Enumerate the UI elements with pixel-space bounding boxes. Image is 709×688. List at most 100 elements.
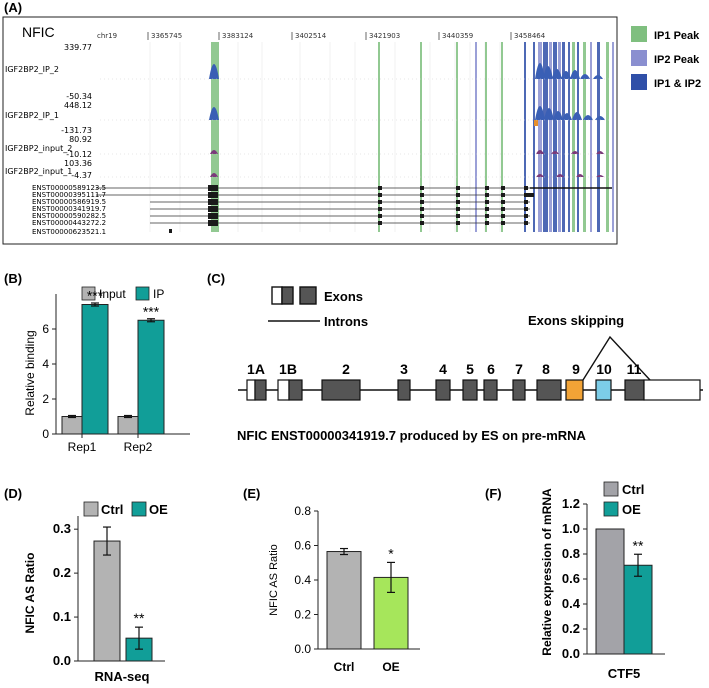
legend-label-ip: IP [153,287,164,301]
transcript-exon [378,186,382,190]
peak-lane [501,42,503,232]
chart-f-plot: 0.0 0.2 0.4 0.6 0.8 1.0 1.2 ** CTF5 [562,496,665,681]
legend-label-oe: OE [149,502,168,517]
coord-label: 3458464 [514,32,546,40]
transcript-exon [501,186,505,190]
chart-d-ylabel: NFIC AS Ratio [23,553,37,634]
chart-d-x-label: RNA-seq [95,669,150,684]
exon-11 [624,379,645,401]
track-name: IGF2BP2_IP_2 [5,65,59,74]
exon-number: 4 [439,361,447,377]
exon-1b [288,379,303,401]
transcript-exon [208,199,218,205]
track-name: IGF2BP2_input_2 [5,144,72,153]
peak-lane [456,42,458,232]
peak-lane [558,42,561,232]
coverage-tracks [100,63,612,178]
peak-lane [597,42,600,232]
coverage-peak [562,113,572,120]
transcript-exon [456,193,460,197]
legend-swatch-ip1 [631,26,647,42]
transcript-exon [456,200,460,204]
legend-swatch-oe [603,501,619,517]
chart-e-plot: 0.0 0.2 0.4 0.6 0.8 Ctrl OE * [294,504,420,674]
transcript-exon [501,200,505,204]
legend-swatch-ip [135,286,150,301]
track-scale-max: 448.12 [64,101,92,110]
transcript-name: ENST00000395111.7 [32,191,106,199]
exon-number: 3 [400,361,408,377]
peak-lane [475,42,477,232]
coord-label: 3440359 [442,32,473,40]
legend-introns-label: Introns [324,314,368,329]
peak-lane [211,42,219,232]
legend-exon-box [299,286,317,305]
peak-lane [533,42,535,232]
chart-f-x-label: CTF5 [608,666,641,681]
transcript-exon [420,214,424,218]
exon-number: 11 [627,361,642,377]
track-scale-max: 339.77 [64,43,92,52]
transcript-exon [420,193,424,197]
transcript-exon [501,193,505,197]
track-names: IGF2BP2_IP_2 IGF2BP2_IP_1 IGF2BP2_input_… [5,65,72,176]
chart-b-y-tick-label: 6 [42,322,49,336]
peak-lane [590,42,592,232]
coord-label: 3365745 [151,32,182,40]
chart-f-legend: Ctrl OE [603,481,644,517]
legend-swatch-oe [131,501,147,517]
legend-label-oe: OE [622,502,641,517]
transcript-exon [420,186,424,190]
legend-exon-box [281,286,294,305]
exon-7 [512,379,526,401]
input-coverage [551,151,559,154]
track-scale-min: -50.34 [66,92,92,101]
exon-6 [483,379,498,401]
gene-name: NFIC [22,24,55,40]
chart-d-y-tick-label: 0.1 [53,609,71,624]
exon-number: 1B [279,361,297,377]
chart-f-y-tick-label: 1.0 [562,521,580,536]
significance-label: *** [87,288,104,304]
peak-lane [538,42,542,232]
chart-d-plot: 0.0 0.1 0.2 0.3 ** RNA-seq [53,516,165,684]
transcript-exon [501,214,505,218]
bar-ip [81,304,109,435]
transcript-exon [420,200,424,204]
transcript-exon [485,221,489,225]
input-coverage [596,151,604,154]
transcript-exon [485,207,489,211]
peak-lane [562,42,565,232]
chart-b-y-tick-label: 4 [42,357,49,371]
track-name: IGF2BP2_input_1 [5,167,72,176]
legend-label-ip1: IP1 Peak [654,30,700,42]
peak-lane [612,42,614,232]
transcript-name: ENST00000341919.7 [32,205,106,213]
transcript-exon [208,185,218,191]
exon-skipping-label: Exons skipping [528,313,624,328]
legend-label-input: Input [99,287,126,301]
peak-lane [378,42,380,232]
transcript-exon [208,220,218,226]
transcript-exon [524,221,528,225]
transcript-exon [528,193,534,197]
transcript-name: ENST00000623521.1 [32,228,106,236]
chart-e-y-tick-label: 0.8 [294,504,311,518]
legend-label-ip2: IP2 Peak [654,54,700,66]
input-coverage [210,173,218,177]
transcript-exon [524,200,528,204]
chart-f-y-tick-label: 1.2 [562,496,580,511]
transcript-exon [378,221,382,225]
transcript-exon [456,186,460,190]
transcript-exon [208,213,218,219]
transcript-exon [208,192,218,198]
exon-11-utr [643,379,701,401]
transcript-exon [485,186,489,190]
transcript-exon [456,221,460,225]
coord-label: 3383124 [222,32,254,40]
chart-b-x-label: Rep1 [68,440,97,454]
transcript-exon [420,207,424,211]
input-coverage [576,174,584,177]
exon-intron-legend: Exons Introns [268,286,368,329]
peak-lane [543,42,548,232]
